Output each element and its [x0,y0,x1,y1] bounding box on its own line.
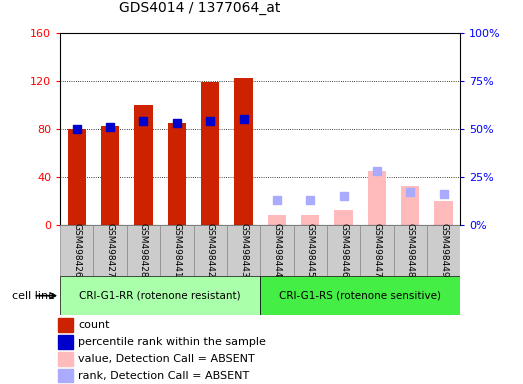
Bar [160,225,194,276]
Bar [227,225,260,276]
Text: rank, Detection Call = ABSENT: rank, Detection Call = ABSENT [78,371,249,381]
Bar [394,225,427,276]
Bar [58,335,74,349]
Text: GSM498449: GSM498449 [439,223,448,278]
Text: GSM498443: GSM498443 [239,223,248,278]
Bar [60,225,94,276]
Bar [268,215,286,225]
Bar [260,225,293,276]
Bar [127,225,160,276]
Text: GSM498448: GSM498448 [406,223,415,278]
Bar [194,225,227,276]
Bar [168,122,186,225]
Text: percentile rank within the sample: percentile rank within the sample [78,337,266,347]
Text: GSM498446: GSM498446 [339,223,348,278]
Text: value, Detection Call = ABSENT: value, Detection Call = ABSENT [78,354,255,364]
Text: CRI-G1-RS (rotenone sensitive): CRI-G1-RS (rotenone sensitive) [279,291,441,301]
Bar [67,129,86,225]
Bar [334,210,353,225]
Bar [134,105,153,225]
Bar [301,215,320,225]
Text: GSM498426: GSM498426 [72,223,81,278]
Text: GSM498445: GSM498445 [306,223,315,278]
Bar [260,276,460,315]
Bar [368,170,386,225]
Bar [327,225,360,276]
Bar [58,318,74,332]
Text: GSM498444: GSM498444 [272,223,281,278]
Bar [58,369,74,382]
Text: GSM498447: GSM498447 [372,223,381,278]
Text: cell line: cell line [12,291,55,301]
Bar [201,82,219,225]
Bar [101,126,119,225]
Text: GSM498442: GSM498442 [206,223,214,278]
Bar [427,225,460,276]
Bar [401,186,419,225]
Bar [435,201,453,225]
Text: count: count [78,320,110,330]
Bar [60,276,260,315]
Bar [58,352,74,366]
Text: CRI-G1-RR (rotenone resistant): CRI-G1-RR (rotenone resistant) [79,291,241,301]
Bar [234,78,253,225]
Text: GDS4014 / 1377064_at: GDS4014 / 1377064_at [119,2,281,15]
Bar [94,225,127,276]
Bar [360,225,393,276]
Bar [293,225,327,276]
Text: GSM498441: GSM498441 [173,223,181,278]
Text: GSM498427: GSM498427 [106,223,115,278]
Text: GSM498428: GSM498428 [139,223,148,278]
